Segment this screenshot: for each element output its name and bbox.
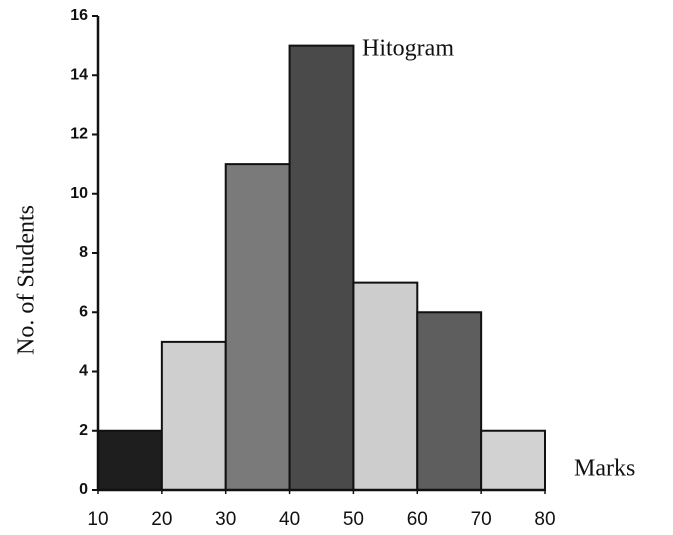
bar: [480, 429, 546, 491]
y-tick-label: 16: [70, 7, 88, 24]
bar: [288, 44, 355, 491]
x-axis-label: Marks: [574, 456, 635, 482]
y-tick-label: 0: [79, 481, 88, 498]
x-tick-label: 10: [87, 509, 108, 530]
y-tick-label: 12: [70, 126, 88, 143]
y-tick-label: 2: [79, 422, 88, 439]
y-tick-label: 10: [70, 185, 88, 202]
y-tick-label: 8: [79, 244, 88, 261]
chart-title: Hitogram: [362, 36, 454, 62]
y-axis-label: No. of Students: [14, 205, 40, 355]
y-tick-label: 6: [79, 303, 88, 320]
bar: [160, 340, 227, 491]
x-tick-label: 40: [279, 509, 300, 530]
bar: [416, 311, 483, 491]
x-tick-label: 60: [407, 509, 428, 530]
x-tick-label: 70: [471, 509, 492, 530]
x-tick-label: 50: [343, 509, 364, 530]
bar: [352, 281, 419, 491]
x-tick-label: 80: [534, 509, 555, 530]
x-tick-label: 30: [215, 509, 236, 530]
y-tick-label: 4: [79, 363, 88, 380]
bar: [224, 163, 291, 491]
bar: [97, 429, 163, 491]
y-tick-label: 14: [70, 66, 88, 83]
x-tick-label: 20: [151, 509, 172, 530]
